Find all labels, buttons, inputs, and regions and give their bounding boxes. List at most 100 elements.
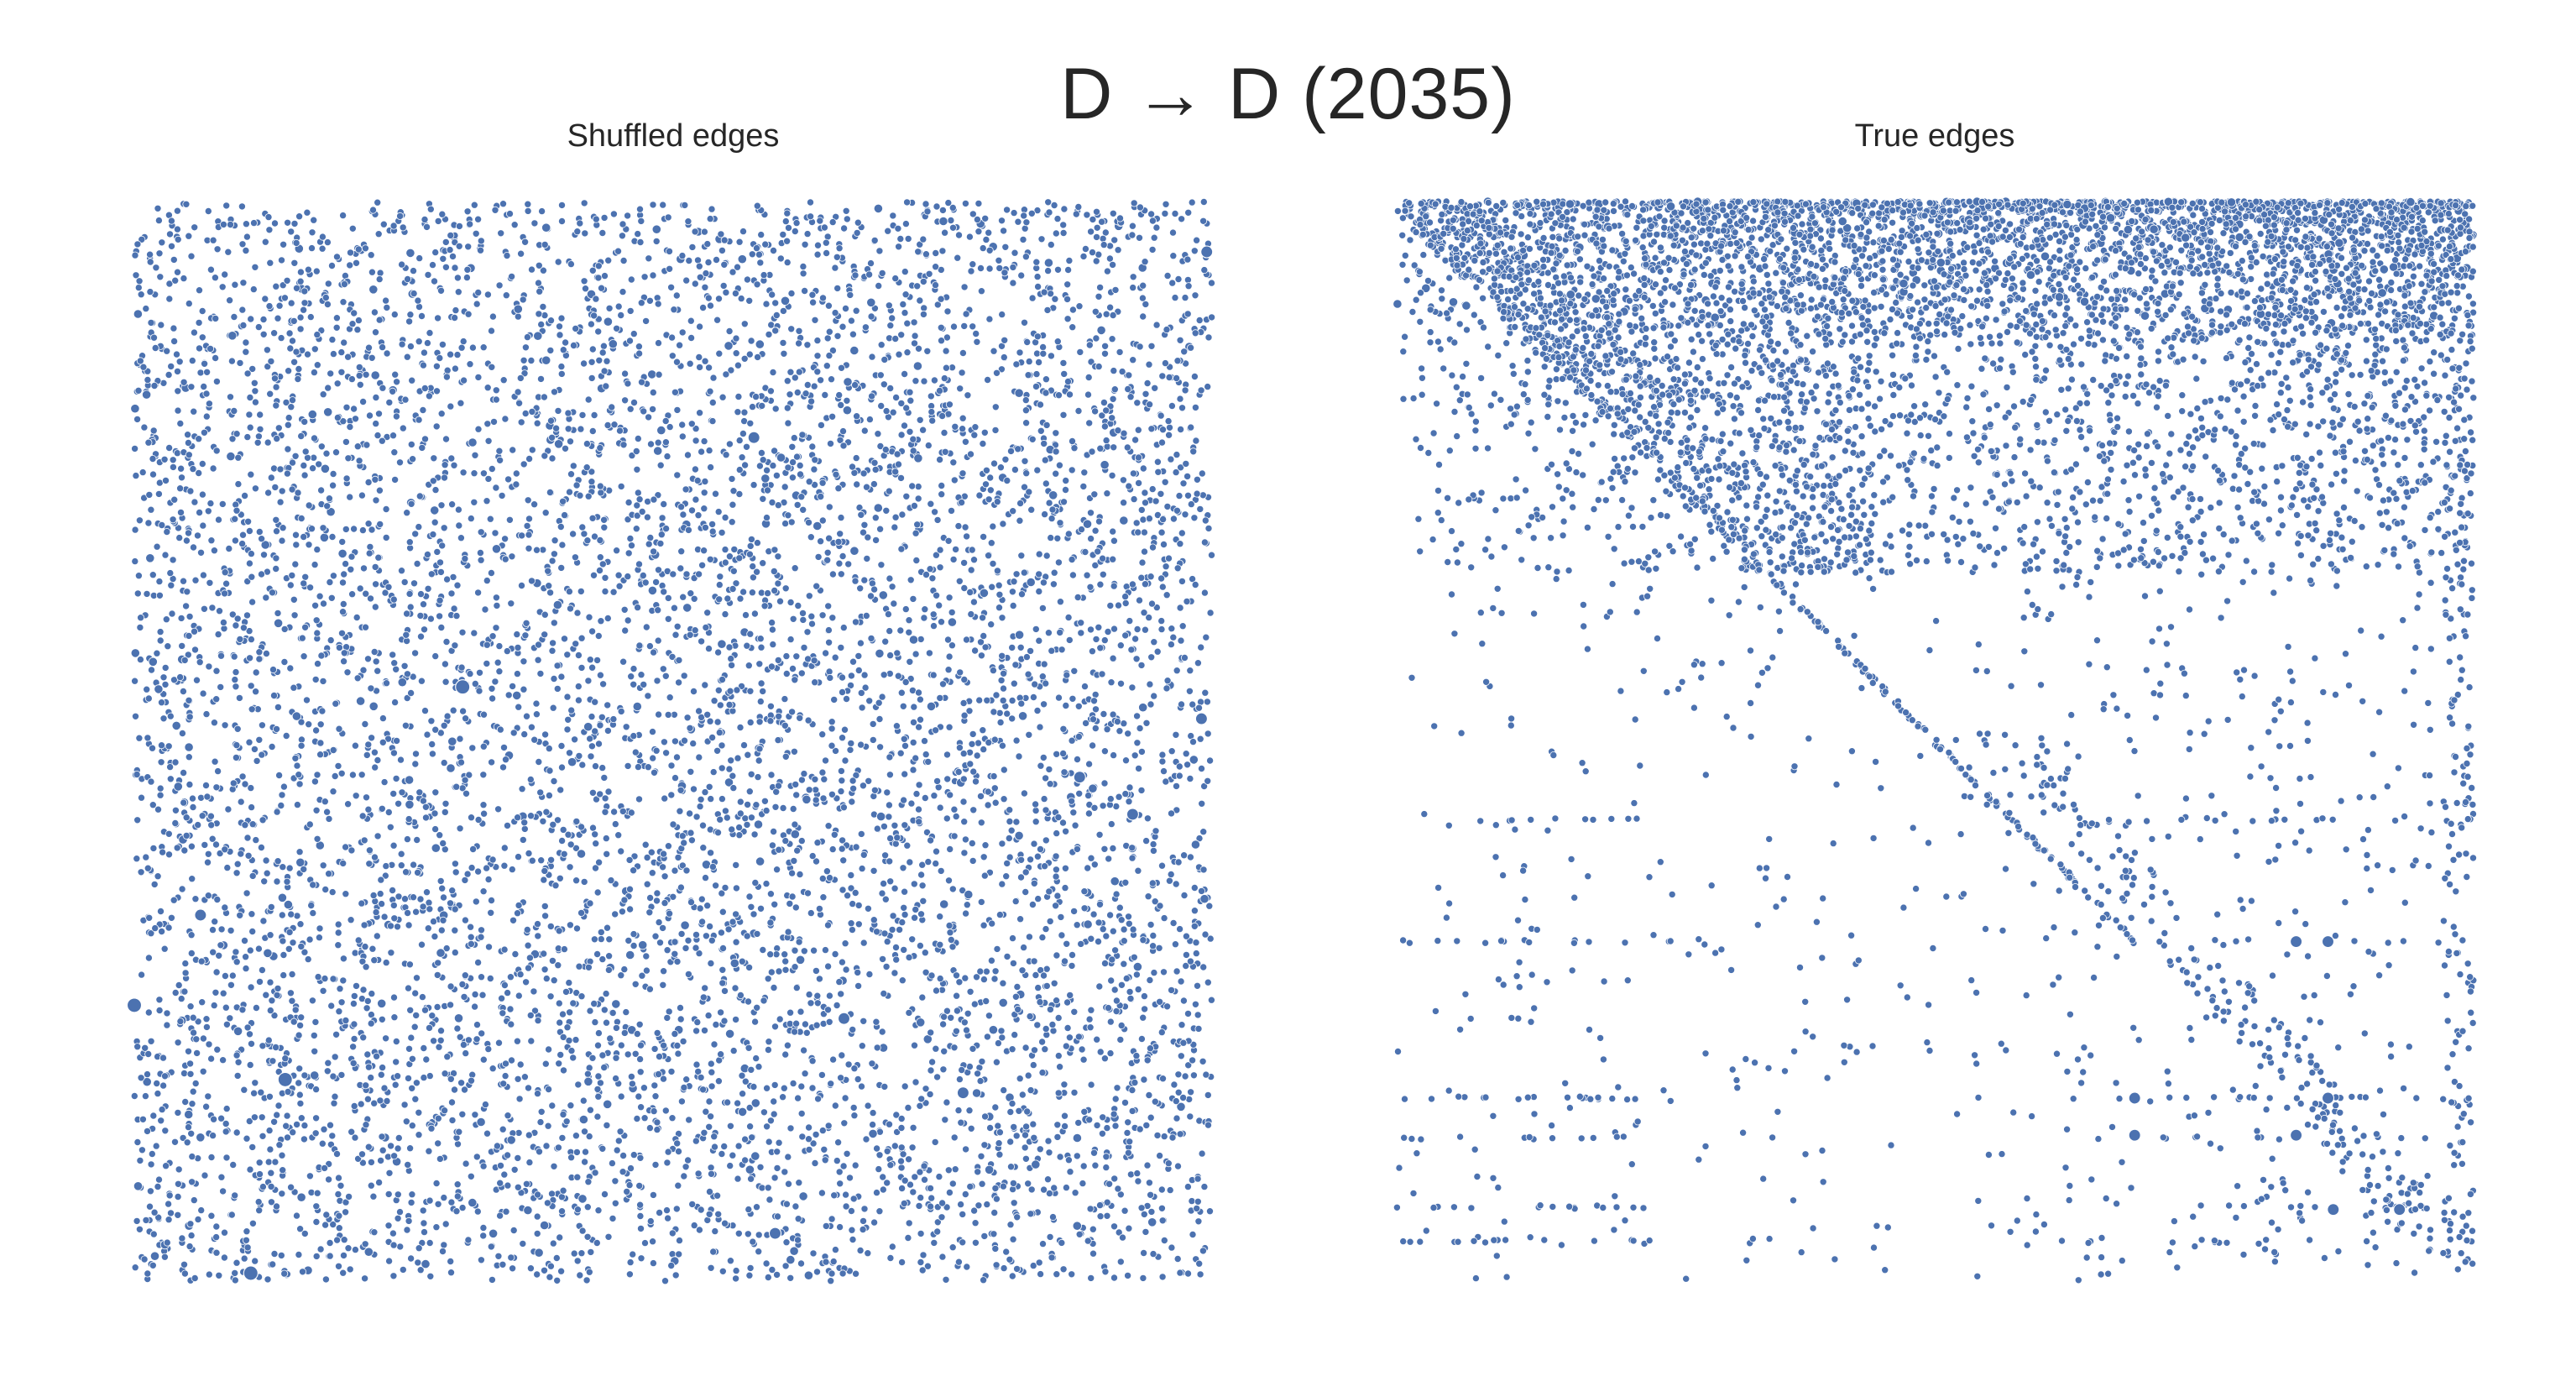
shuffled-edge-point bbox=[786, 899, 794, 908]
shuffled-edge-point bbox=[1012, 1132, 1021, 1140]
shuffled-edge-point bbox=[1074, 593, 1082, 601]
shuffled-edge-point bbox=[953, 991, 961, 1000]
shuffled-edge-point bbox=[594, 1072, 603, 1080]
shuffled-edge-point bbox=[342, 525, 350, 533]
shuffled-edge-point bbox=[296, 920, 305, 929]
shuffled-edge-point bbox=[321, 975, 329, 983]
shuffled-edge-point bbox=[284, 218, 292, 227]
shuffled-edge-point bbox=[472, 897, 480, 906]
shuffled-edge-point bbox=[292, 284, 300, 292]
shuffled-edge-point bbox=[459, 707, 468, 715]
shuffled-edge-point bbox=[1096, 580, 1105, 589]
shuffled-edge-point bbox=[1106, 795, 1115, 803]
shuffled-edge-point bbox=[991, 1103, 1000, 1112]
shuffled-edge-point bbox=[245, 738, 253, 746]
shuffled-edge-point bbox=[1053, 215, 1062, 223]
shuffled-edge-point bbox=[928, 1058, 937, 1066]
shuffled-edge-point bbox=[224, 248, 233, 256]
shuffled-edge-point bbox=[460, 992, 468, 1001]
shuffled-edge-point bbox=[915, 781, 923, 789]
shuffled-edge-point bbox=[687, 836, 696, 845]
shuffled-edge-point bbox=[937, 866, 945, 875]
shuffled-edge-point bbox=[828, 718, 836, 726]
shuffled-edge-point bbox=[948, 506, 956, 515]
shuffled-edge-point bbox=[323, 407, 333, 417]
shuffled-edge-point bbox=[323, 1067, 332, 1075]
shuffled-edge-point bbox=[713, 718, 722, 726]
shuffled-edge-point bbox=[679, 1037, 687, 1045]
shuffled-edge-point bbox=[505, 210, 514, 218]
shuffled-edge-point bbox=[995, 590, 1004, 599]
shuffled-edge-point bbox=[1038, 672, 1047, 681]
shuffled-edge-point bbox=[800, 770, 808, 778]
shuffled-edge-point bbox=[781, 520, 790, 528]
shuffled-edge-point bbox=[999, 696, 1007, 704]
shuffled-edge-point bbox=[604, 787, 613, 796]
shuffled-edge-point bbox=[724, 1028, 735, 1039]
shuffled-edge-point bbox=[723, 814, 731, 822]
shuffled-edge-point bbox=[985, 315, 994, 323]
shuffled-edge-point bbox=[496, 1211, 504, 1220]
shuffled-edge-point bbox=[532, 710, 541, 719]
shuffled-edge-point bbox=[561, 444, 569, 453]
shuffled-edge-point bbox=[718, 1267, 727, 1275]
shuffled-edge-point bbox=[924, 858, 933, 866]
shuffled-edge-point bbox=[392, 1038, 400, 1046]
shuffled-edge-point bbox=[541, 902, 549, 910]
shuffled-edge-point bbox=[367, 1074, 375, 1082]
shuffled-edge-point bbox=[785, 1180, 793, 1188]
shuffled-edge-point bbox=[449, 573, 457, 581]
shuffled-edge-point bbox=[671, 1030, 679, 1039]
shuffled-edge-point bbox=[433, 1003, 442, 1012]
shuffled-edge-point bbox=[628, 542, 636, 550]
shuffled-edge-point bbox=[1124, 1271, 1132, 1279]
shuffled-edge-point bbox=[441, 1070, 449, 1078]
shuffled-edge-point bbox=[640, 1084, 648, 1092]
shuffled-edge-point bbox=[266, 259, 274, 267]
shuffled-edge-point bbox=[917, 1229, 925, 1237]
shuffled-edge-point bbox=[744, 751, 752, 759]
shuffled-edge-point bbox=[479, 1232, 488, 1240]
shuffled-edge-point bbox=[297, 1013, 306, 1022]
shuffled-edge-point bbox=[1142, 837, 1151, 845]
shuffled-edge-point bbox=[499, 1125, 507, 1133]
shuffled-edge-point bbox=[767, 771, 776, 779]
shuffled-edge-point bbox=[496, 1179, 504, 1187]
shuffled-edge-point bbox=[541, 355, 551, 365]
shuffled-edge-point bbox=[920, 304, 928, 312]
shuffled-edge-point bbox=[240, 1086, 248, 1094]
shuffled-edge-point bbox=[1078, 1045, 1086, 1054]
shuffled-edge-point bbox=[488, 758, 496, 766]
shuffled-edge-point bbox=[220, 1253, 228, 1262]
shuffled-edge-point bbox=[198, 333, 206, 342]
shuffled-edge-point bbox=[652, 746, 661, 755]
shuffled-edge-point bbox=[753, 539, 761, 547]
shuffled-edge-point bbox=[340, 1236, 348, 1244]
shuffled-edge-point bbox=[572, 1132, 580, 1140]
shuffled-edge-point bbox=[913, 282, 922, 290]
shuffled-edge-point bbox=[951, 1165, 959, 1174]
shuffled-edge-point bbox=[668, 1114, 677, 1122]
shuffled-edge-point bbox=[511, 950, 520, 959]
shuffled-edge-point bbox=[541, 222, 551, 233]
shuffled-edge-point bbox=[269, 1057, 277, 1065]
shuffled-edge-point bbox=[609, 1214, 617, 1222]
shuffled-edge-point bbox=[632, 525, 640, 533]
shuffled-edge-point bbox=[376, 269, 384, 277]
shuffled-edge-point bbox=[405, 589, 414, 598]
shuffled-edge-point bbox=[588, 1054, 597, 1062]
shuffled-edge-point bbox=[950, 322, 959, 331]
shuffled-edge-point bbox=[1179, 479, 1188, 488]
shuffled-edge-point bbox=[1080, 1107, 1089, 1116]
shuffled-edge-point bbox=[467, 515, 475, 523]
shuffled-edge-point bbox=[252, 688, 260, 696]
shuffled-edge-point bbox=[492, 386, 500, 395]
shuffled-edge-point bbox=[980, 1232, 989, 1240]
shuffled-edge-point bbox=[901, 369, 909, 378]
shuffled-edge-point bbox=[1044, 1175, 1053, 1184]
shuffled-edge-point bbox=[970, 556, 979, 564]
shuffled-edge-point bbox=[795, 938, 803, 946]
shuffled-edge-point bbox=[770, 828, 778, 836]
shuffled-edge-point bbox=[921, 794, 929, 803]
shuffled-edge-point bbox=[1090, 697, 1099, 705]
